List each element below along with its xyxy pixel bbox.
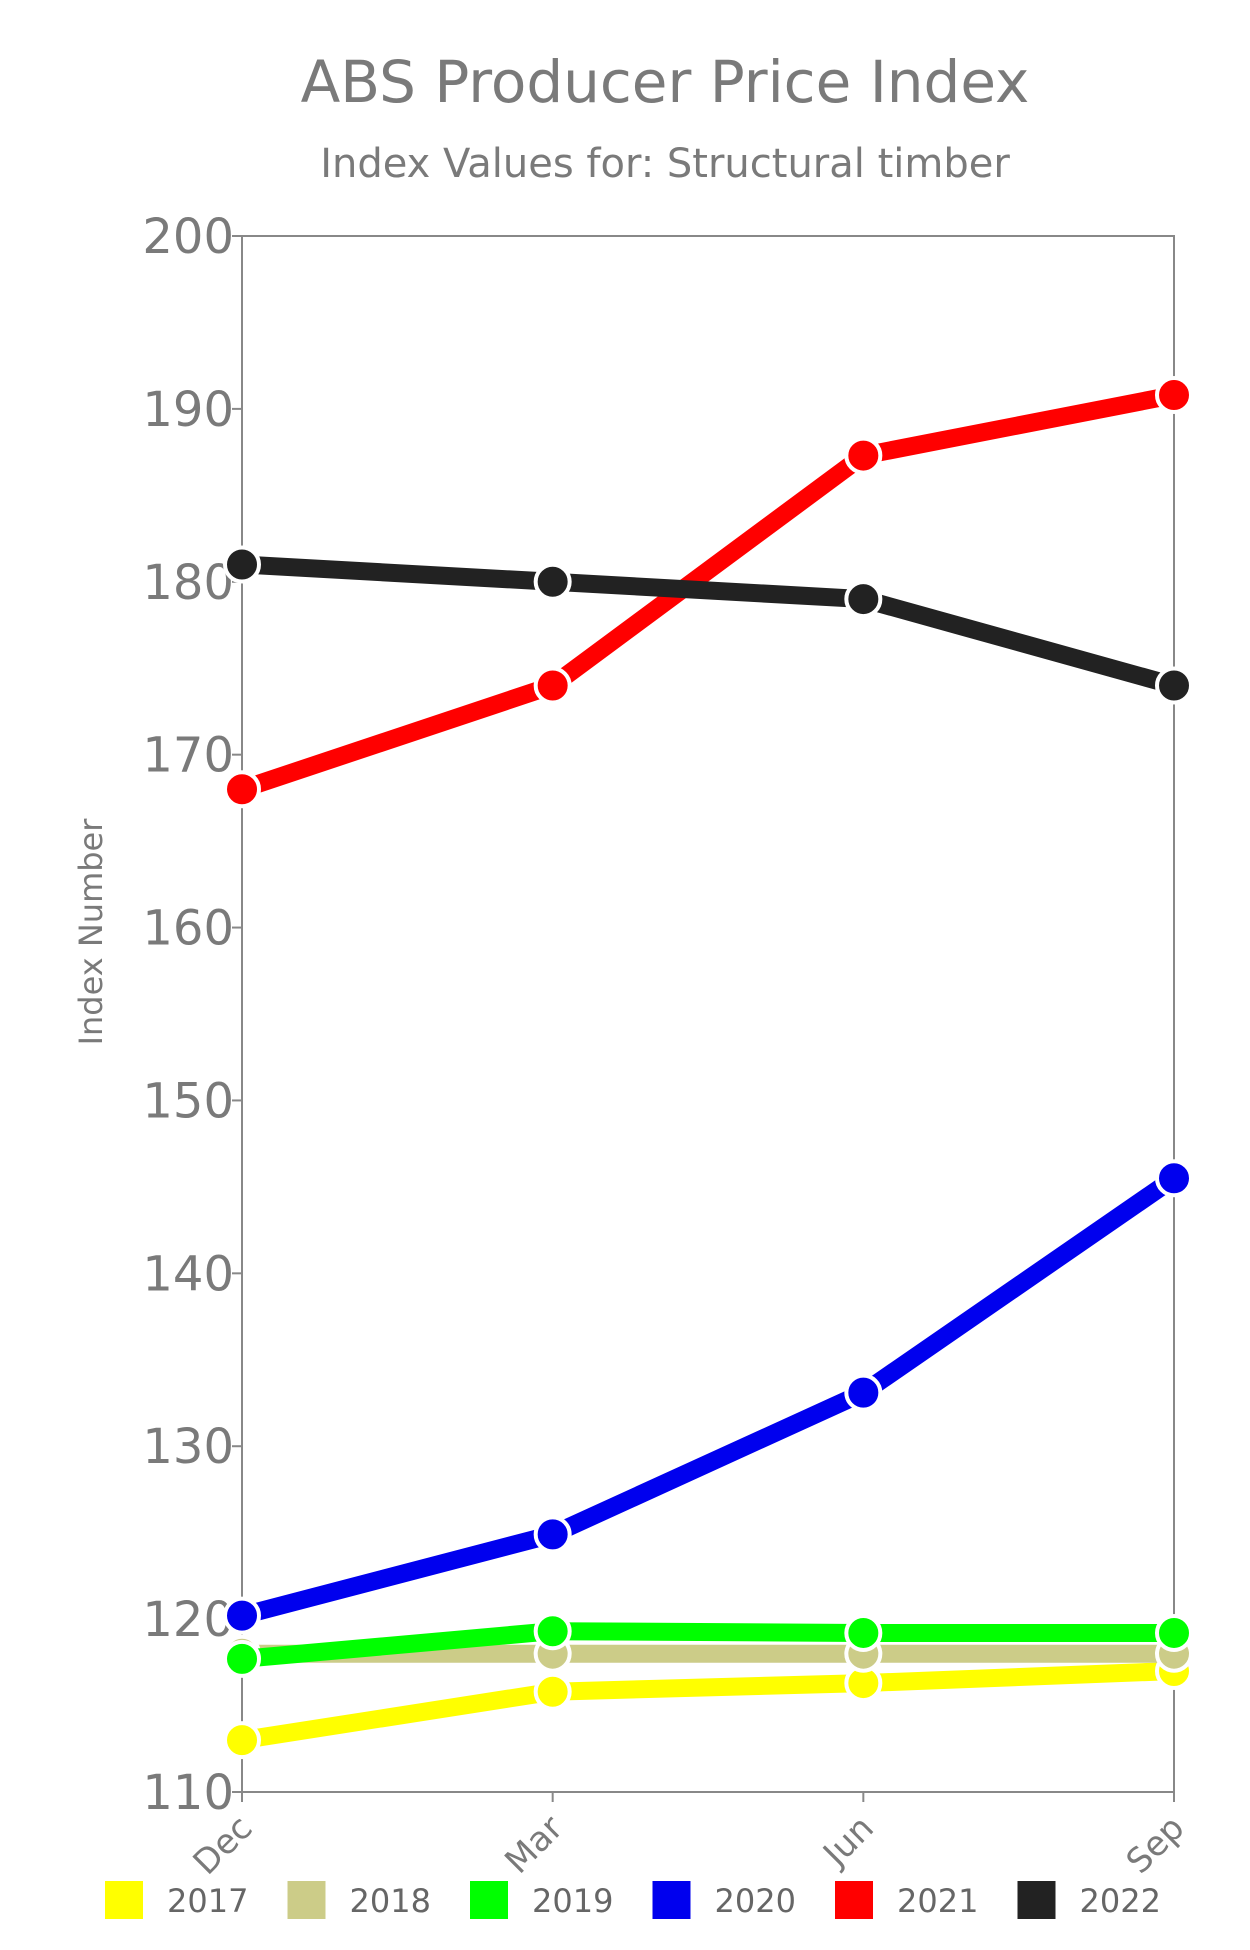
series-2017 [223, 1651, 1193, 1760]
data-point[interactable] [1155, 1613, 1193, 1652]
y-axis-ticks: 110 120 130 140 150 160 170 180 190 200 [142, 209, 242, 1821]
data-point[interactable] [1155, 666, 1193, 705]
series-2020 [223, 1159, 1193, 1635]
y-tick-label: 130 [142, 1419, 234, 1475]
y-tick-label: 200 [142, 209, 234, 265]
series-layer [223, 376, 1193, 1760]
data-point[interactable] [223, 545, 261, 584]
y-axis-label: Index Number [72, 818, 110, 1046]
x-axis-ticks: Dec Mar Jun Sep [186, 1792, 1193, 1883]
data-point[interactable] [223, 1639, 261, 1678]
y-tick-label: 170 [142, 728, 234, 784]
series-line [233, 1622, 1183, 1668]
legend-swatch [652, 1881, 691, 1919]
y-tick-label: 140 [142, 1246, 234, 1302]
y-tick-label: 120 [142, 1592, 234, 1648]
legend-item[interactable]: 2017 [105, 1881, 248, 1920]
series-line [233, 555, 1183, 695]
legend-swatch [1017, 1881, 1056, 1919]
data-point[interactable] [844, 580, 883, 619]
series-line [233, 1661, 1183, 1750]
y-tick-label: 180 [142, 555, 234, 611]
legend-swatch [470, 1881, 508, 1919]
y-tick-label: 110 [142, 1765, 234, 1821]
series-2022 [223, 545, 1193, 705]
legend-item[interactable]: 2018 [287, 1881, 431, 1920]
data-point[interactable] [533, 562, 572, 601]
legend-swatch [835, 1881, 873, 1919]
data-point[interactable] [223, 770, 261, 809]
plot-frame [241, 235, 1175, 1793]
legend-label: 2020 [715, 1882, 796, 1920]
x-tick-label: Jun [814, 1808, 881, 1875]
data-point[interactable] [533, 1672, 572, 1711]
data-point[interactable] [844, 1373, 883, 1412]
x-tick-label: Sep [1119, 1808, 1193, 1882]
series-2021 [223, 376, 1193, 809]
x-tick-label: Mar [497, 1808, 571, 1882]
series-2019 [223, 1612, 1193, 1678]
legend-label: 2021 [897, 1882, 978, 1920]
legend-item[interactable]: 2021 [835, 1881, 978, 1920]
chart-subtitle: Index Values for: Structural timber [320, 141, 1010, 187]
data-point[interactable] [533, 1515, 572, 1554]
legend: 2017 2018 2019 2020 2021 2022 [105, 1881, 1161, 1920]
legend-label: 2018 [350, 1882, 431, 1920]
data-point[interactable] [1155, 1159, 1193, 1198]
legend-label: 2022 [1080, 1882, 1161, 1920]
y-tick-label: 160 [142, 901, 234, 957]
data-point[interactable] [844, 1613, 883, 1652]
legend-swatch [105, 1881, 143, 1919]
data-point[interactable] [844, 436, 883, 475]
legend-item[interactable]: 2019 [470, 1881, 613, 1920]
data-point[interactable] [533, 1612, 572, 1651]
legend-swatch [287, 1881, 326, 1919]
data-point[interactable] [223, 1596, 261, 1635]
data-point[interactable] [223, 1721, 261, 1760]
legend-item[interactable]: 2020 [652, 1881, 796, 1920]
y-tick-label: 190 [142, 382, 234, 438]
data-point[interactable] [1155, 376, 1193, 415]
series-line [233, 386, 1183, 799]
series-line [233, 1169, 1183, 1625]
legend-label: 2019 [532, 1882, 613, 1920]
y-tick-label: 150 [142, 1073, 234, 1129]
legend-item[interactable]: 2022 [1017, 1881, 1161, 1920]
chart-title: ABS Producer Price Index [301, 48, 1030, 116]
data-point[interactable] [533, 666, 572, 705]
legend-label: 2017 [167, 1882, 248, 1920]
